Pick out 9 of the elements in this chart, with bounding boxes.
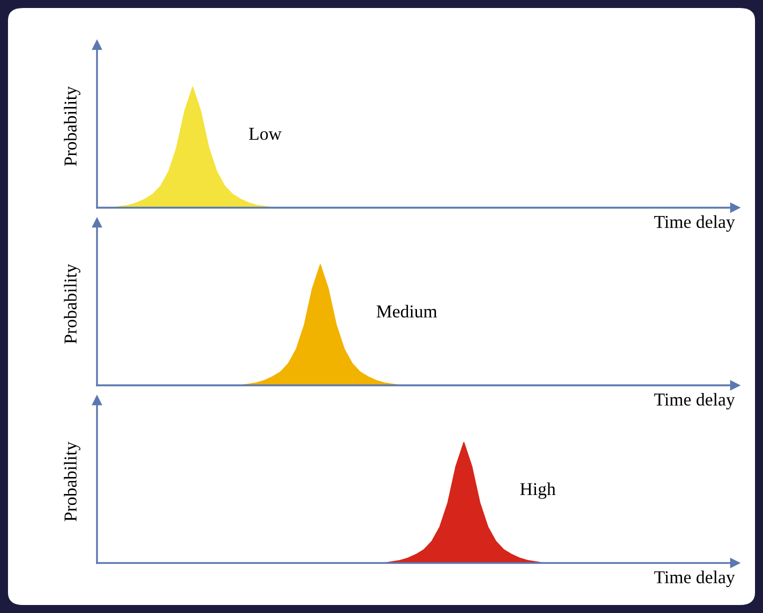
- x-axis-title: Time delay: [654, 392, 735, 410]
- x-axis-title: Time delay: [654, 570, 735, 588]
- annotation: Low: [249, 128, 282, 140]
- x-axis-title: Time delay: [654, 215, 735, 232]
- y-axis-title: Probability: [64, 86, 80, 166]
- y-axis-title: Probability: [64, 442, 80, 522]
- annotation: Medium: [376, 304, 438, 318]
- y-axis-title: Probability: [64, 264, 80, 344]
- annotation: High: [520, 482, 556, 499]
